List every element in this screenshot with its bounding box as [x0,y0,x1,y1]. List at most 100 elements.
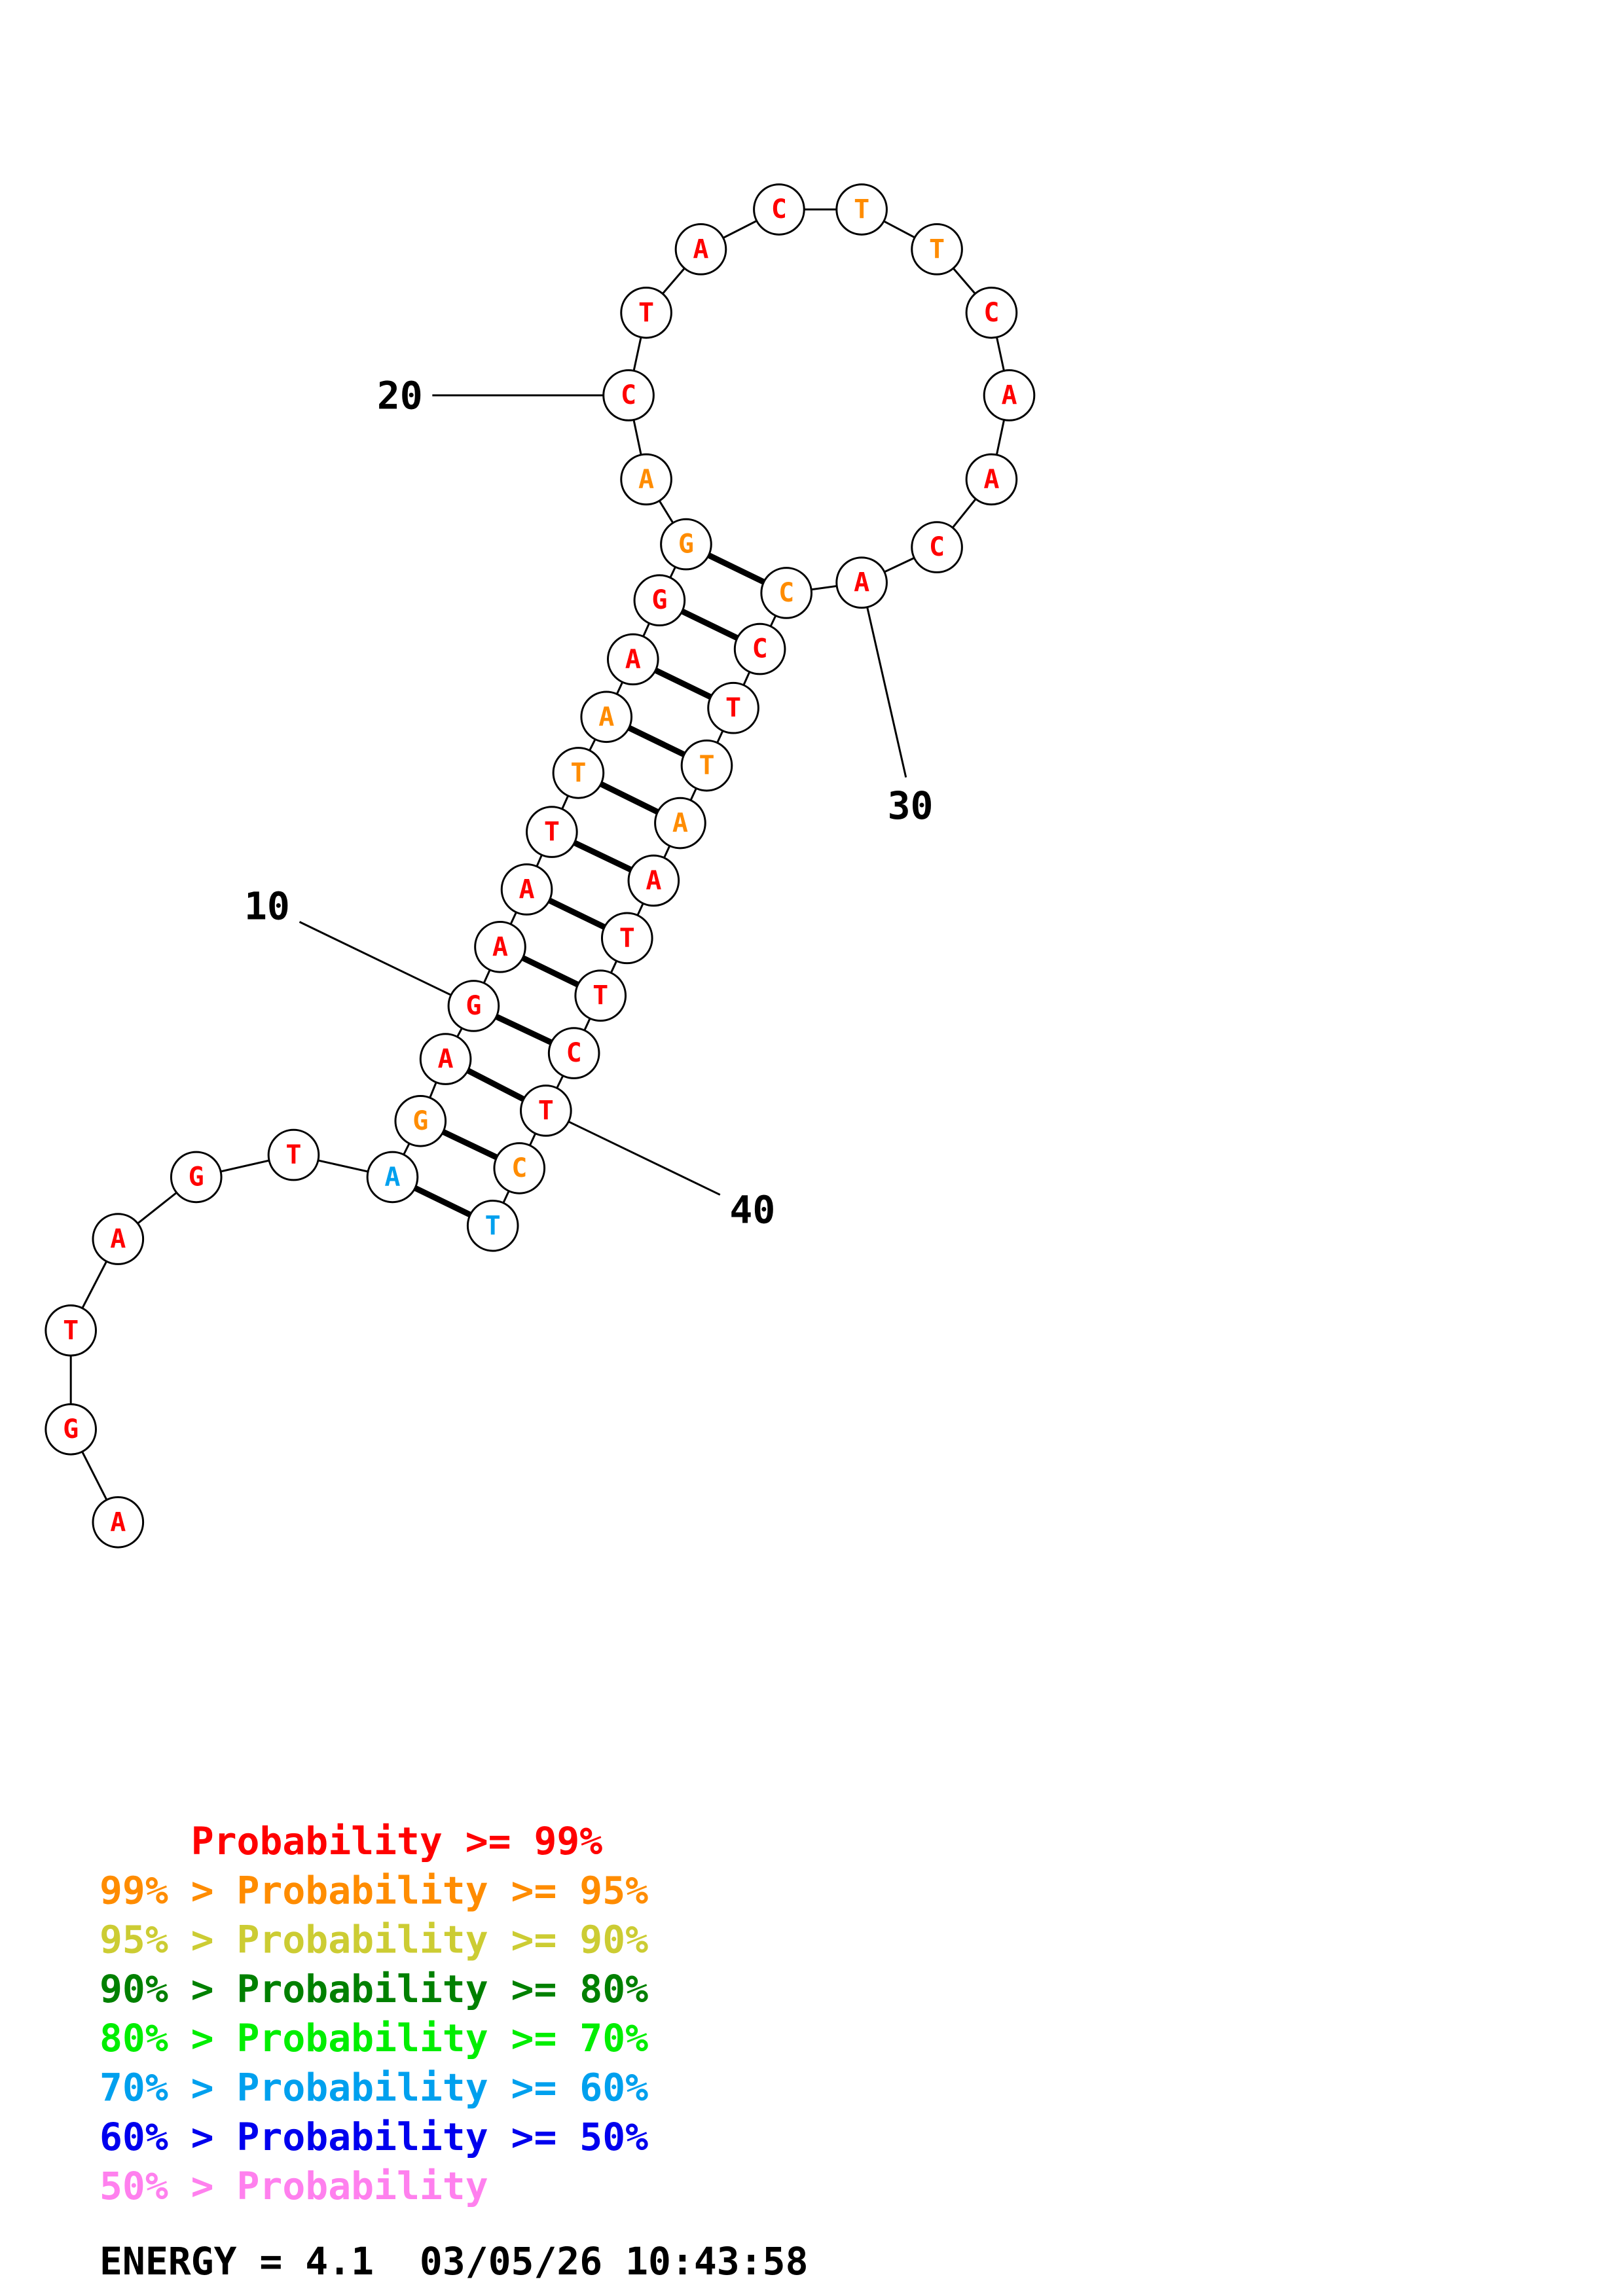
nucleotide-base: A [519,874,535,905]
nucleotide-circle [394,1094,447,1147]
nucleotide-circle [493,1142,546,1194]
nucleotide: C [753,183,805,236]
nucleotide: A [92,1496,145,1549]
nucleotide-circle [911,223,963,276]
legend-label: Probability >= 70% [237,2016,649,2060]
nucleotide-circle [674,223,727,276]
nucleotide-circle [574,969,627,1022]
nucleotide-base: A [693,234,708,264]
legend-prefix [100,1819,191,1863]
legend-row: 80% > Probability >= 70% [100,2016,648,2060]
nucleotide-circle [606,633,659,686]
nucleotide: A [620,453,672,506]
legend-prefix: 60% > [100,2115,237,2159]
legend-row: 90% > Probability >= 80% [100,1967,648,2011]
nucleotide-base: G [189,1162,204,1192]
nucleotide-base: C [621,380,636,410]
nucleotide: T [574,969,627,1022]
nucleotide-circle [633,574,686,627]
nucleotide-circle [92,1213,145,1265]
position-label: 10 [244,884,290,928]
nucleotide-circle [835,556,888,609]
nucleotide-base: T [725,693,741,723]
nucleotide: T [520,1085,572,1137]
nucleotide: T [267,1128,320,1181]
legend-row: 50% > Probability [100,2164,488,2208]
nucleotide-circle [620,286,672,339]
nucleotide-circle [419,1033,472,1085]
legend-row: 95% > Probability >= 90% [100,1918,648,1962]
nucleotide-circle [965,286,1018,339]
nucleotide-circle [600,912,653,965]
nucleotide: G [394,1094,447,1147]
nucleotide: C [965,286,1018,339]
nucleotide-base: C [929,532,945,562]
nucleotide-circle [366,1151,419,1204]
nucleotide: T [707,681,759,734]
nucleotide: C [733,622,786,675]
nucleotide-base: A [438,1044,454,1074]
nucleotide: A [580,691,633,744]
nucleotide-circle [760,567,813,619]
nucleotide: T [680,739,733,792]
nucleotide-circle [45,1403,97,1456]
nucleotide-circle [547,1027,600,1079]
nucleotide-base: G [678,529,694,560]
nucleotide-base: A [672,808,688,838]
nucleotide-circle [983,369,1036,422]
legend-label: Probability >= 60% [237,2066,649,2110]
nucleotide-base: T [485,1211,501,1241]
nucleotide: T [600,912,653,965]
position-labels: 10 20 30 40 [244,374,933,1232]
nucleotide: A [627,854,680,907]
nucleotide-base: A [384,1162,400,1192]
nucleotide-base: C [752,634,768,664]
nucleotide: T [466,1199,519,1252]
nucleotide: G [170,1151,223,1204]
nucleotide-circle [753,183,805,236]
nucleotide-base: G [651,585,667,615]
nucleotide: T [526,806,578,858]
legend-label: Probability >= 80% [237,1967,649,2011]
legend-label: Probability >= 50% [237,2115,649,2159]
nucleotide-base: A [492,932,508,962]
nucleotide-circle [965,453,1018,506]
nucleotide-circle [526,806,578,858]
nucleotide-base: T [570,758,586,788]
legend-row: 70% > Probability >= 60% [100,2066,648,2110]
nucleotide-circle [267,1128,320,1181]
nucleotide-circle [602,369,655,422]
nucleotide-base: C [511,1153,527,1183]
position-label: 20 [377,374,423,418]
nucleotide: A [419,1033,472,1085]
nucleotide: A [965,453,1018,506]
nucleotide-base: C [778,578,794,608]
nucleotide-circle [911,521,963,573]
nucleotide: A [92,1213,145,1265]
position-leader-line [545,1109,721,1196]
nucleotide-circle [654,797,706,850]
nucleotide-base: A [625,644,641,674]
nucleotide-base: T [638,298,654,328]
nucleotide: A [474,921,526,973]
nucleotide-circle [660,518,712,571]
nucleotide-circle [466,1199,519,1252]
nucleotide-circle [680,739,733,792]
nucleotide-base: T [538,1096,554,1126]
nucleotide: T [620,286,672,339]
nucleotide-base: A [1001,380,1017,410]
nucleotide-circle [835,183,888,236]
nucleotide-base: A [854,567,869,598]
position-label: 40 [729,1188,775,1232]
nucleotide: T [835,183,888,236]
nucleotide-base: C [983,298,999,328]
nucleotide: G [447,980,500,1032]
nucleotide-base: A [638,464,654,494]
nucleotide-base: T [285,1140,301,1170]
nucleotide-circle [733,622,786,675]
nucleotide-base: G [63,1414,79,1444]
nucleotide-base: C [771,194,787,224]
nucleotide-circle [627,854,680,907]
